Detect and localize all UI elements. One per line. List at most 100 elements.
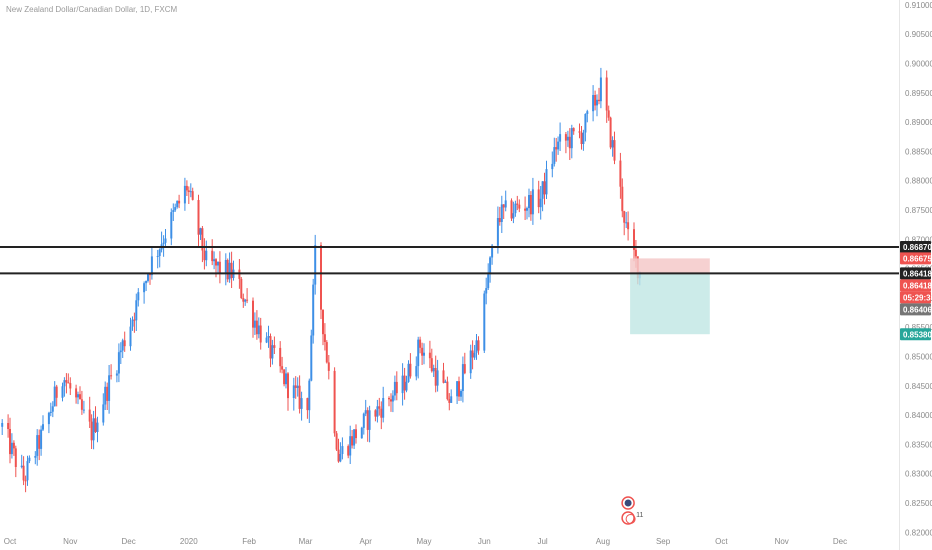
- time-axis[interactable]: Oct Nov Dec 2020 Feb Mar Apr May Jun Jul Aug Sep Oct…: [4, 537, 847, 546]
- take-profit-zone[interactable]: [630, 273, 710, 335]
- candle: [176, 200, 179, 209]
- candle: [189, 183, 192, 198]
- candle-body: [314, 245, 317, 285]
- candle: [24, 475, 27, 493]
- candle: [115, 370, 118, 383]
- candle-body: [205, 250, 208, 261]
- candle-body: [436, 370, 439, 386]
- candle: [380, 401, 383, 430]
- candle-body: [156, 256, 159, 257]
- time-tick-label: Apr: [359, 537, 372, 546]
- candle: [14, 445, 17, 478]
- candle-body: [623, 211, 626, 223]
- candle-body: [285, 373, 287, 385]
- candle-body: [568, 136, 571, 149]
- candle-body: [498, 218, 501, 223]
- candle-body: [240, 278, 243, 298]
- candle-body: [306, 398, 309, 411]
- price-tick-label: 0.83500: [905, 440, 932, 449]
- candle-body: [325, 342, 328, 363]
- candle-body: [539, 198, 542, 208]
- candle: [49, 402, 52, 417]
- candle-body: [149, 274, 151, 276]
- candle-body: [147, 274, 149, 281]
- candle-body: [178, 200, 181, 204]
- candle: [252, 297, 254, 338]
- candle: [518, 199, 521, 213]
- candle-body: [613, 140, 616, 161]
- candle: [582, 129, 585, 151]
- stop-price-label-text: 0.86675: [903, 254, 932, 263]
- candle-body: [49, 411, 52, 413]
- candle-body: [133, 319, 136, 321]
- candle: [353, 429, 356, 449]
- candle: [500, 195, 503, 233]
- candle: [279, 341, 282, 373]
- candle-body: [191, 191, 194, 200]
- candle-body: [106, 386, 109, 401]
- horizontal-levels[interactable]: [0, 246, 899, 275]
- candle: [110, 364, 113, 380]
- candle: [524, 196, 527, 220]
- candle: [170, 208, 173, 246]
- candle: [300, 391, 303, 421]
- candle: [205, 240, 208, 267]
- stop-loss-zone[interactable]: [630, 258, 710, 274]
- time-tick-label: Dec: [121, 537, 135, 546]
- candle-body: [477, 340, 480, 351]
- time-tick-label: Nov: [775, 537, 789, 546]
- dividend-icon[interactable]: [621, 511, 636, 525]
- candle-body: [594, 95, 597, 106]
- candle-body: [364, 410, 367, 414]
- candle: [172, 203, 175, 221]
- level-upper-price-label-bg: [900, 241, 931, 253]
- price-tick-label: 0.89500: [905, 89, 932, 98]
- candle-body: [7, 423, 10, 429]
- candle-body: [53, 386, 56, 407]
- candle: [461, 356, 464, 403]
- position-zones[interactable]: [630, 258, 710, 335]
- candle: [187, 186, 190, 204]
- candle: [473, 345, 476, 360]
- candle: [498, 206, 501, 226]
- entry-price-label-bg: [900, 267, 931, 280]
- event-markers[interactable]: 11: [621, 496, 643, 525]
- candle-body: [353, 429, 356, 446]
- candle-body: [621, 186, 624, 212]
- candle-body: [401, 375, 404, 394]
- candle-body: [526, 208, 528, 211]
- candle: [366, 407, 369, 442]
- candle: [469, 344, 472, 379]
- candle: [611, 136, 614, 157]
- candle: [485, 277, 488, 305]
- candle: [36, 429, 39, 466]
- candle: [185, 180, 188, 196]
- candle: [310, 329, 313, 382]
- candle: [226, 258, 229, 283]
- globe-icon[interactable]: [621, 496, 635, 510]
- candle-body: [287, 373, 289, 399]
- candle-body: [627, 222, 630, 230]
- candle: [143, 281, 146, 304]
- stop-price-label: 0.86675: [900, 252, 932, 265]
- candle: [419, 336, 422, 354]
- candle: [131, 316, 134, 331]
- candle: [34, 451, 37, 465]
- candle: [314, 234, 317, 295]
- candle-body: [257, 325, 260, 335]
- candle: [592, 85, 595, 122]
- candle: [382, 386, 385, 423]
- candle-body: [625, 222, 628, 224]
- candle-body: [94, 418, 97, 432]
- candle: [633, 222, 635, 262]
- target-price-label: 0.85380: [900, 328, 932, 341]
- candle: [298, 375, 301, 414]
- candle: [531, 177, 534, 225]
- candle-body: [189, 191, 192, 193]
- candle-body: [298, 385, 301, 409]
- candle-body: [123, 340, 126, 347]
- price-tick-label: 0.91000: [905, 1, 932, 10]
- candle-body: [528, 195, 530, 209]
